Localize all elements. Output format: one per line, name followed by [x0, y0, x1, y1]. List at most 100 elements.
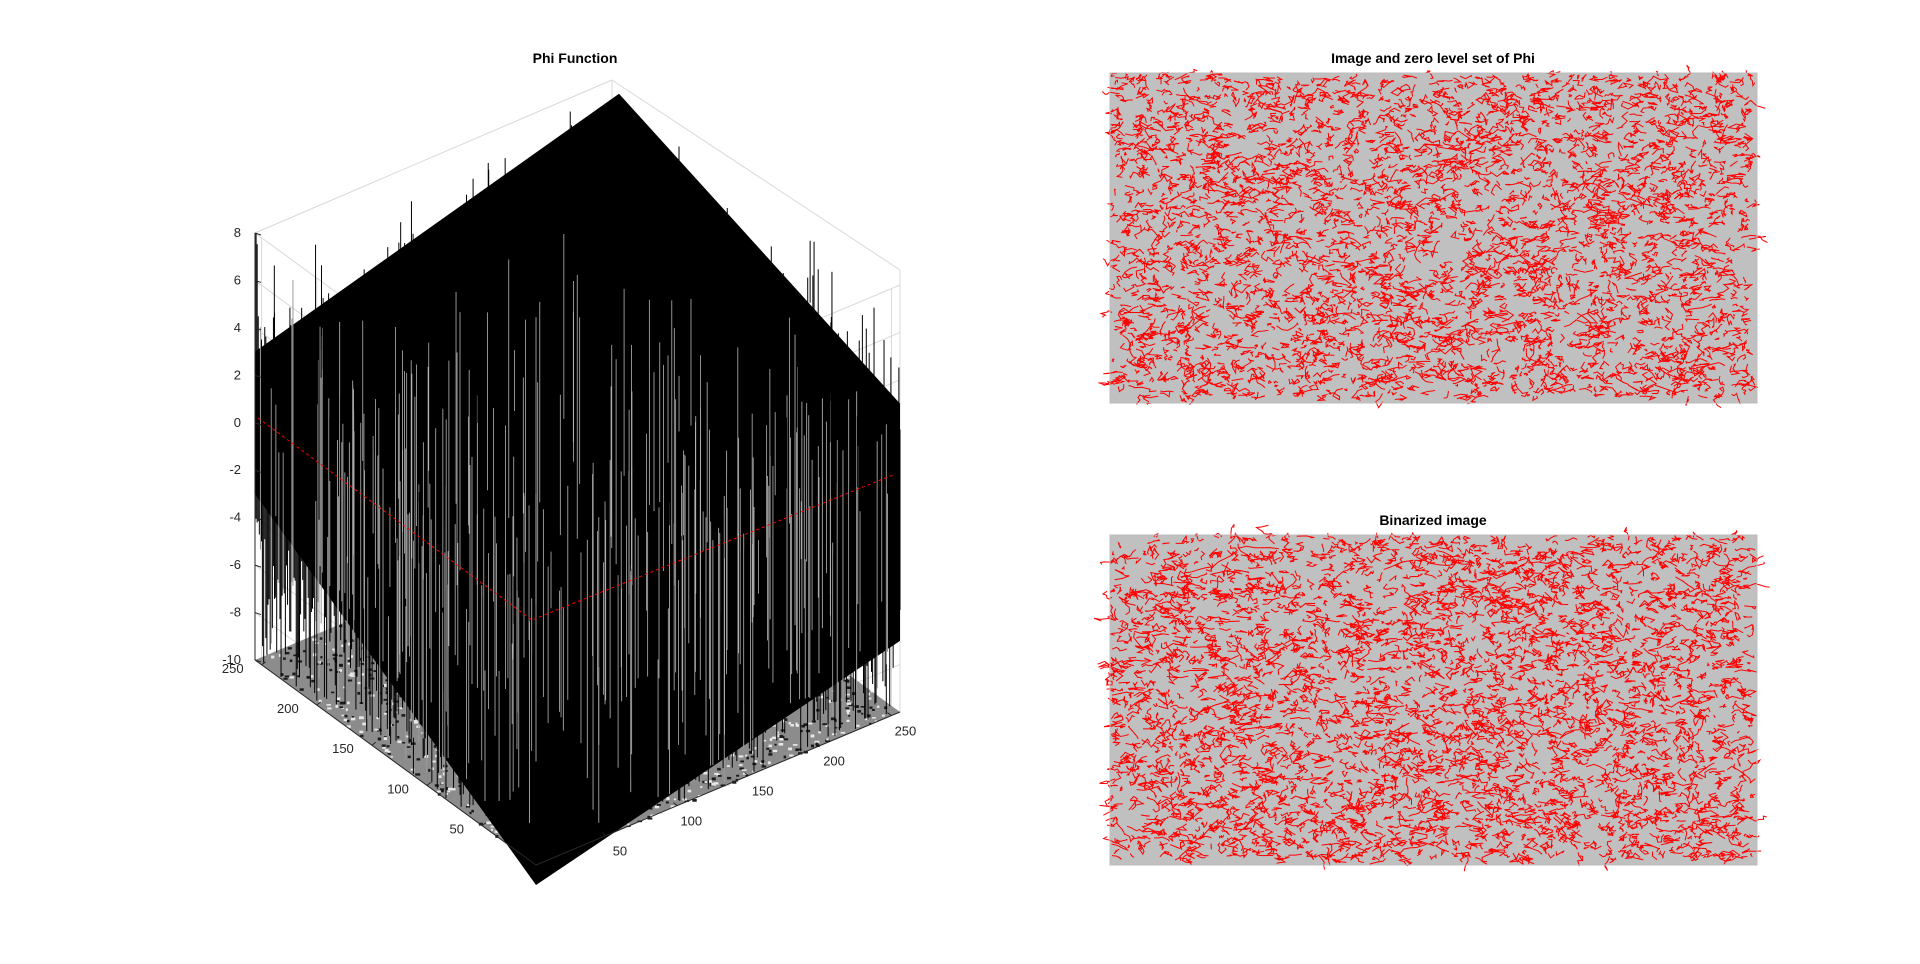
- contour-segment: [1433, 365, 1443, 377]
- contour-segment: [1392, 285, 1404, 294]
- contour-segment: [1292, 336, 1303, 343]
- contour-segment: [1168, 215, 1177, 222]
- contour-segment: [1682, 276, 1688, 283]
- contour-segment: [1209, 259, 1222, 265]
- y-tick-label: 150: [332, 741, 354, 756]
- contour-segment: [1559, 199, 1571, 206]
- contour-segment: [1528, 358, 1539, 365]
- floor-speckle: [670, 805, 675, 809]
- contour-segment: [1470, 298, 1483, 307]
- contour-segment: [1313, 272, 1318, 275]
- contour-segment: [1136, 150, 1149, 156]
- contour-segment: [1346, 134, 1353, 141]
- floor-speckle: [348, 674, 354, 677]
- contour-segment: [1688, 367, 1703, 373]
- floor-speckle: [665, 801, 669, 804]
- contour-segment: [1550, 200, 1562, 210]
- contour-segment: [1616, 202, 1626, 212]
- contour-segment: [1136, 394, 1144, 405]
- contour-segment: [1187, 149, 1203, 156]
- contour-segment: [1509, 376, 1517, 380]
- floor-speckle: [846, 719, 850, 722]
- contour-segment: [1203, 219, 1210, 228]
- contour-segment: [1498, 217, 1506, 222]
- x-tick-label: 200: [823, 754, 845, 769]
- floor-speckle: [790, 724, 794, 727]
- floor-speckle: [347, 701, 350, 705]
- contour-segment: [1414, 371, 1434, 384]
- floor-speckle: [397, 735, 400, 739]
- floor-speckle: [435, 749, 441, 752]
- contour-segment: [1685, 360, 1692, 364]
- contour-segment: [1557, 216, 1577, 223]
- floor-speckle: [717, 774, 722, 777]
- contour-segment: [1273, 380, 1279, 384]
- floor-speckle: [362, 722, 366, 726]
- contour-segment: [1224, 335, 1230, 339]
- floor-speckle: [299, 688, 304, 691]
- floor-speckle: [788, 747, 793, 751]
- contour-segment: [1472, 130, 1482, 141]
- contour-segment: [1374, 313, 1384, 325]
- contour-segment: [1609, 348, 1614, 353]
- contour-segment: [1374, 125, 1388, 135]
- floor-speckle: [341, 714, 344, 717]
- contour-segment: [1718, 376, 1722, 386]
- contour-segment: [1286, 137, 1299, 148]
- contour-segment: [1393, 224, 1398, 234]
- contour-segment: [1337, 249, 1346, 259]
- contour-segment: [1143, 74, 1150, 90]
- contour-segment: [1131, 289, 1140, 297]
- contour-segment: [1381, 131, 1394, 136]
- contour-segment: [1611, 281, 1619, 294]
- contour-segment: [1457, 107, 1463, 111]
- contour-segment: [1669, 272, 1672, 275]
- contour-segment: [1357, 347, 1363, 357]
- contour-segment: [1684, 376, 1694, 382]
- contour-segment: [1613, 394, 1627, 398]
- contour-segment: [1348, 271, 1355, 281]
- z-tick-mark: [254, 612, 262, 616]
- floor-speckle: [336, 697, 341, 701]
- floor-speckle: [280, 673, 284, 676]
- floor-speckle: [338, 663, 343, 667]
- contour-segment: [1570, 294, 1576, 300]
- contour-segment: [1420, 318, 1431, 324]
- contour-segment: [1285, 172, 1298, 185]
- floor-speckle: [868, 697, 872, 700]
- contour-segment: [1242, 172, 1260, 181]
- contour-segment: [1595, 168, 1608, 172]
- floor-speckle: [703, 771, 708, 775]
- surface-mesh: [254, 93, 901, 885]
- contour-segment: [1429, 116, 1439, 129]
- floor-speckle: [332, 648, 337, 651]
- contour-segment: [1428, 104, 1439, 117]
- contour-segment: [1550, 187, 1556, 198]
- contour-segment: [1445, 335, 1455, 344]
- floor-speckle: [386, 745, 390, 748]
- contour-segment: [1213, 79, 1217, 82]
- contour-segment: [1345, 242, 1349, 250]
- z-tick-label: -10: [222, 652, 241, 667]
- contour-segment: [1717, 272, 1720, 278]
- contour-segment: [1632, 127, 1640, 135]
- contour-segment: [1179, 260, 1189, 270]
- floor-speckle: [371, 662, 375, 665]
- contour-segment: [1568, 284, 1578, 292]
- x-tick-mark: [601, 832, 607, 836]
- contour-segment: [1265, 301, 1290, 315]
- contour-segment: [1575, 101, 1584, 111]
- contour-segment: [1493, 360, 1507, 365]
- contour-segment: [1515, 84, 1521, 88]
- floor-speckle: [338, 669, 342, 671]
- floor-speckle: [738, 764, 743, 766]
- floor-speckle: [649, 807, 653, 810]
- floor-speckle: [768, 744, 773, 748]
- contour-segment: [1415, 144, 1425, 152]
- floor-speckle: [350, 672, 355, 675]
- contour-segment: [1444, 314, 1448, 324]
- contour-segment: [1379, 105, 1392, 112]
- floor-speckle: [627, 823, 630, 827]
- contour-segment: [1416, 361, 1425, 369]
- contour-segment: [1655, 94, 1661, 100]
